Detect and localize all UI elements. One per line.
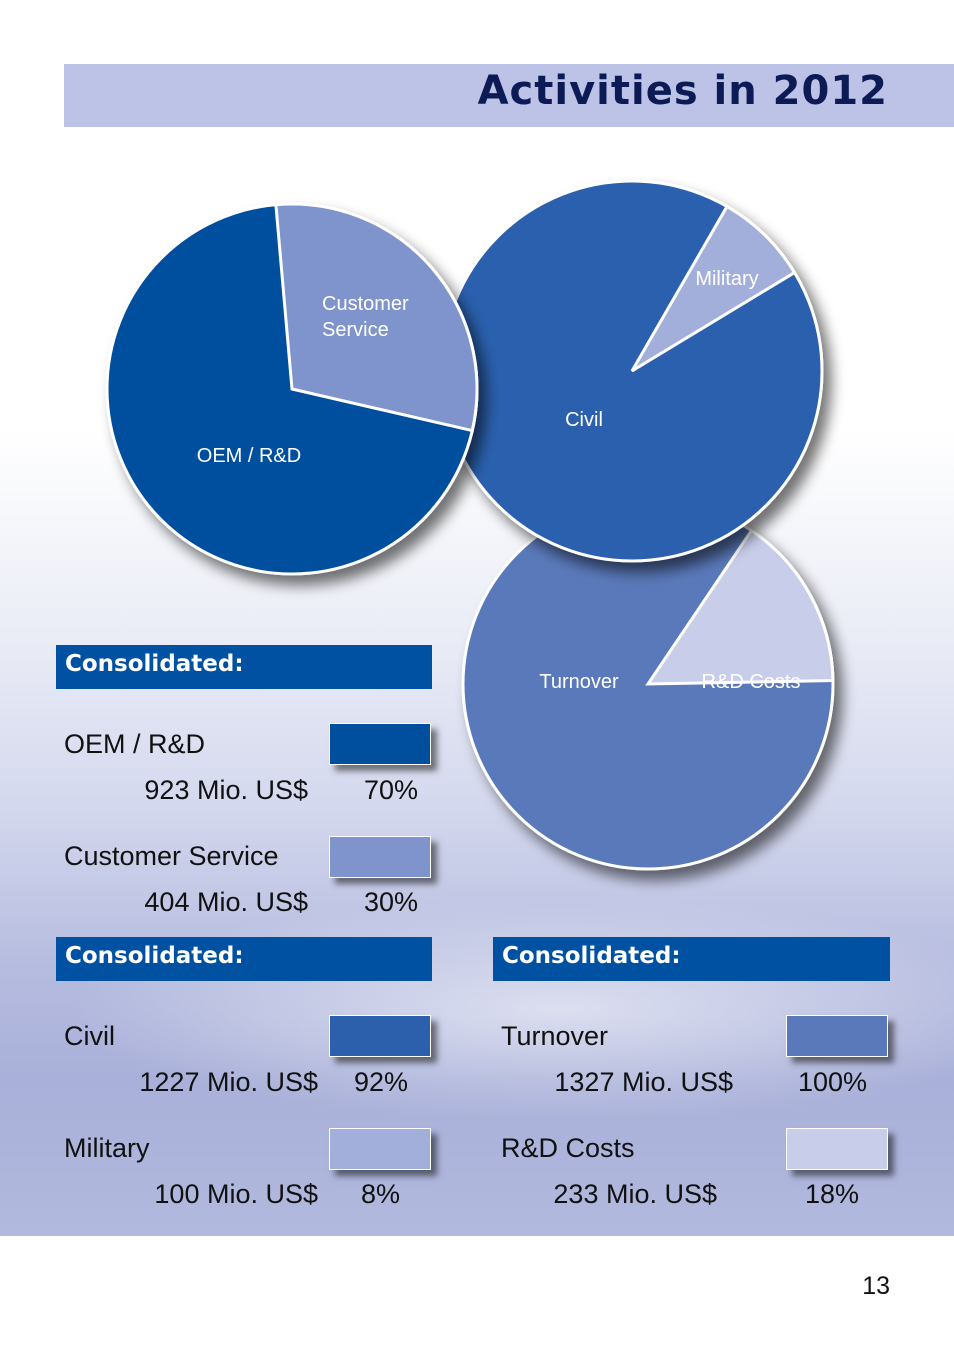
pie-slice-military xyxy=(630,204,797,373)
swatch-oem xyxy=(329,723,431,765)
panel-turnover-rd: Consolidated: Turnover 1327 Mio. US$ 100… xyxy=(493,937,893,1217)
row-pct-civil: 92% xyxy=(353,1067,408,1097)
row-pct-customer-service: 30% xyxy=(363,887,418,917)
swatch-civil xyxy=(329,1015,431,1057)
pie-label-turnover: Turnover xyxy=(539,671,619,693)
row-label-oem: OEM / R&D xyxy=(64,729,206,759)
row-value-turnover: 1327 Mio. US$ xyxy=(554,1067,733,1097)
pie-label-r-d-costs: R&D Costs xyxy=(702,671,801,693)
row-value-oem: 923 Mio. US$ xyxy=(144,775,308,805)
row-label-military: Military xyxy=(64,1133,150,1163)
page-number: 13 xyxy=(862,1272,890,1300)
pie-label-customer-service: Service xyxy=(322,319,389,341)
panel-oem-customer-service: Consolidated: OEM / R&D 923 Mio. US$ 70%… xyxy=(56,645,436,925)
row-value-rd-costs: 233 Mio. US$ xyxy=(553,1179,717,1209)
panel-header: Consolidated: xyxy=(493,937,890,981)
row-label-customer-service: Customer Service xyxy=(64,841,279,871)
pie-label-customer-service: Customer xyxy=(322,293,409,315)
panel-civil-military: Consolidated: Civil 1227 Mio. US$ 92% Mi… xyxy=(56,937,436,1217)
pie-label-oem-r-d: OEM / R&D xyxy=(197,445,301,467)
swatch-military xyxy=(329,1128,431,1170)
pie-label-civil: Civil xyxy=(565,409,603,431)
swatch-customer-service xyxy=(329,836,431,878)
pie-charts: Turnover R&D Costs Civil Military OEM / R&… xyxy=(105,179,835,871)
row-pct-rd-costs: 18% xyxy=(804,1179,859,1209)
pie-civil-military: Civil Military xyxy=(440,179,824,563)
row-label-rd-costs: R&D Costs xyxy=(501,1133,635,1163)
row-pct-oem: 70% xyxy=(363,775,418,805)
pie-oem-customer-service: OEM / R&D Customer Service xyxy=(105,202,479,576)
panel-header-label: Consolidated: xyxy=(65,943,244,969)
panel-header-label: Consolidated: xyxy=(65,651,244,677)
row-value-military: 100 Mio. US$ xyxy=(154,1179,318,1209)
row-value-civil: 1227 Mio. US$ xyxy=(139,1067,318,1097)
page-bottom-margin xyxy=(0,1236,954,1345)
pie-slice-r-d-costs xyxy=(645,528,835,686)
title-bar: Activities in 2012 xyxy=(64,64,954,127)
swatch-turnover xyxy=(786,1015,888,1057)
pie-turnover-rd: Turnover R&D Costs xyxy=(461,497,835,871)
page-title: Activities in 2012 xyxy=(477,68,888,114)
row-label-turnover: Turnover xyxy=(501,1021,609,1051)
row-pct-turnover: 100% xyxy=(797,1067,867,1097)
pie-label-military: Military xyxy=(695,268,758,290)
panel-header: Consolidated: xyxy=(56,645,432,689)
row-value-customer-service: 404 Mio. US$ xyxy=(144,887,308,917)
row-pct-military: 8% xyxy=(360,1179,400,1209)
swatch-rd-costs xyxy=(786,1128,888,1170)
pie-slice-customer-service xyxy=(274,202,479,433)
row-label-civil: Civil xyxy=(64,1021,115,1051)
panel-header: Consolidated: xyxy=(56,937,432,981)
panel-header-label: Consolidated: xyxy=(502,943,681,969)
